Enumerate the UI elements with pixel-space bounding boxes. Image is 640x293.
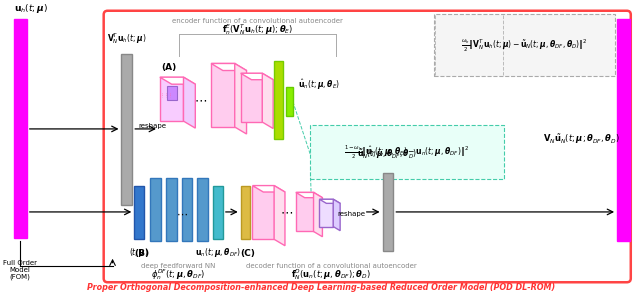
Bar: [197, 178, 208, 241]
Text: $\hat{\mathbf{u}}_n(t;\boldsymbol{\mu},\boldsymbol{\theta}_E)$: $\hat{\mathbf{u}}_n(t;\boldsymbol{\mu},\…: [298, 78, 340, 92]
Bar: [166, 178, 177, 241]
Polygon shape: [274, 185, 285, 246]
Text: decoder function of a convolutional autoencoder: decoder function of a convolutional auto…: [246, 263, 417, 269]
Polygon shape: [241, 73, 273, 80]
Text: $\frac{\omega_h}{2}\|\mathbf{V}_N^T\mathbf{u}_h(t;\boldsymbol{\mu})-\tilde{\math: $\frac{\omega_h}{2}\|\mathbf{V}_N^T\math…: [461, 38, 588, 54]
Bar: [296, 193, 314, 231]
Text: $\mathbf{u}_h(t;\boldsymbol{\mu})$: $\mathbf{u}_h(t;\boldsymbol{\mu})$: [14, 2, 48, 15]
Bar: [286, 87, 293, 116]
Text: $\mathbf{u}_n(t;\boldsymbol{\mu},\boldsymbol{\theta}_{DF})$: $\mathbf{u}_n(t;\boldsymbol{\mu},\boldsy…: [195, 246, 241, 259]
Text: $\frac{1-\omega_h}{2}\|\hat{\mathbf{u}}_n(t;\boldsymbol{\mu},\boldsymbol{\theta}: $\frac{1-\omega_h}{2}\|\hat{\mathbf{u}}_…: [344, 144, 468, 161]
Polygon shape: [160, 77, 195, 84]
Text: reshape: reshape: [337, 211, 365, 217]
Bar: [241, 185, 250, 239]
Polygon shape: [319, 199, 340, 203]
Bar: [14, 18, 27, 238]
Bar: [122, 54, 132, 205]
Polygon shape: [235, 64, 246, 134]
Text: $\phi_n^{DF}(t;\boldsymbol{\mu},\boldsymbol{\theta}_{DF})$: $\phi_n^{DF}(t;\boldsymbol{\mu},\boldsym…: [152, 267, 205, 282]
Text: Full Order
Model
(FOM): Full Order Model (FOM): [3, 260, 37, 280]
Text: $\mathbf{V}_N^T\mathbf{u}_h(t;\boldsymbol{\mu})$: $\mathbf{V}_N^T\mathbf{u}_h(t;\boldsymbo…: [107, 31, 146, 46]
Polygon shape: [314, 193, 323, 237]
Polygon shape: [252, 185, 285, 192]
FancyBboxPatch shape: [104, 11, 631, 282]
Text: $\cdots$: $\cdots$: [280, 205, 294, 219]
Bar: [617, 18, 630, 241]
Polygon shape: [262, 73, 273, 129]
Text: $\cdots$: $\cdots$: [194, 93, 207, 106]
Text: deep feedforward NN: deep feedforward NN: [141, 263, 216, 269]
Polygon shape: [296, 193, 323, 198]
Bar: [241, 73, 262, 122]
Text: (B): (B): [134, 249, 149, 258]
Bar: [150, 178, 161, 241]
Text: $\mathbf{f}_n^E(\mathbf{V}_N^T\mathbf{u}_h(t;\boldsymbol{\mu});\boldsymbol{\thet: $\mathbf{f}_n^E(\mathbf{V}_N^T\mathbf{u}…: [221, 22, 293, 37]
Text: $\mathbf{f}_N^D(\mathbf{u}_n(t;\boldsymbol{\mu},\boldsymbol{\theta}_{DF});\bolds: $\mathbf{f}_N^D(\mathbf{u}_n(t;\boldsymb…: [291, 267, 371, 282]
Bar: [134, 185, 144, 239]
Bar: [167, 86, 177, 100]
Bar: [160, 77, 184, 121]
Text: $(t,\boldsymbol{\mu})$: $(t,\boldsymbol{\mu})$: [129, 246, 149, 259]
Bar: [213, 185, 223, 239]
Text: reshape: reshape: [138, 123, 166, 129]
Text: encoder function of a convolutional autoencoder: encoder function of a convolutional auto…: [172, 18, 343, 23]
Text: $\cdots$: $\cdots$: [175, 209, 188, 219]
Text: (C): (C): [241, 249, 255, 258]
FancyBboxPatch shape: [434, 14, 615, 76]
Text: (A): (A): [161, 63, 176, 72]
Bar: [182, 178, 193, 241]
Polygon shape: [333, 199, 340, 231]
Bar: [252, 185, 274, 239]
Polygon shape: [211, 64, 246, 71]
Text: $\tilde{\mathbf{u}}_N(t;\boldsymbol{\mu},\boldsymbol{\theta}_{DF},\boldsymbol{\t: $\tilde{\mathbf{u}}_N(t;\boldsymbol{\mu}…: [357, 148, 417, 161]
Bar: [211, 64, 235, 127]
Text: $\mathbf{V}_N\tilde{\mathbf{u}}_N(t;\boldsymbol{\mu};\boldsymbol{\theta}_{DF},\b: $\mathbf{V}_N\tilde{\mathbf{u}}_N(t;\bol…: [543, 132, 620, 146]
Text: Proper Orthogonal Decomposition-enhanced Deep Learning-based Reduced Order Model: Proper Orthogonal Decomposition-enhanced…: [87, 283, 556, 292]
Polygon shape: [184, 77, 195, 128]
Bar: [319, 199, 333, 226]
Bar: [383, 173, 394, 251]
Bar: [274, 61, 283, 139]
FancyBboxPatch shape: [310, 125, 504, 179]
